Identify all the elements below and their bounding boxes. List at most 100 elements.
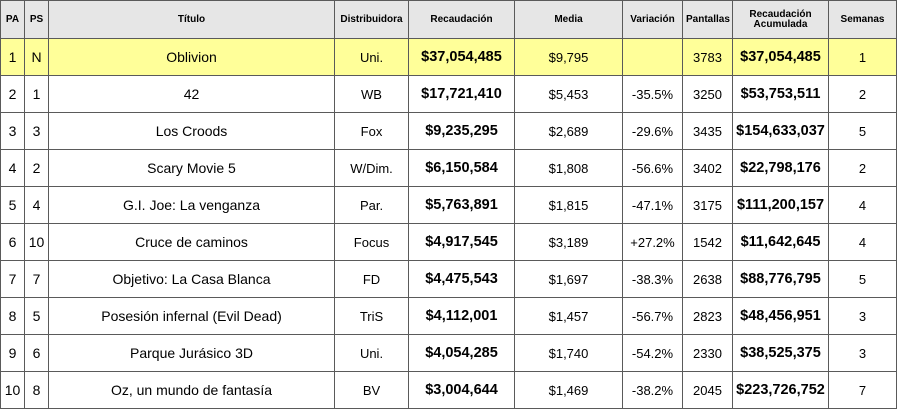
cell-screens: 3250 — [682, 75, 733, 113]
cell-ps: 8 — [24, 371, 49, 409]
cell-screens: 1542 — [682, 223, 733, 261]
cell-distributor: Fox — [334, 112, 409, 150]
cell-screens: 2330 — [682, 334, 733, 372]
cell-cumulative: $48,456,951 — [732, 297, 829, 335]
header-row: PA PS Título Distribuidora Recaudación M… — [0, 0, 897, 39]
cell-gross: $4,054,285 — [408, 334, 515, 372]
cell-weeks: 2 — [828, 149, 897, 187]
cell-distributor: W/Dim. — [334, 149, 409, 187]
cell-cumulative: $154,633,037 — [732, 112, 829, 150]
cell-title: Cruce de caminos — [48, 223, 335, 261]
cell-change: -56.7% — [622, 297, 683, 335]
header-distributor: Distribuidora — [334, 0, 409, 39]
cell-screens: 3175 — [682, 186, 733, 224]
cell-pa: 4 — [0, 149, 25, 187]
cell-average: $5,453 — [514, 75, 623, 113]
cell-distributor: Par. — [334, 186, 409, 224]
cell-pa: 10 — [0, 371, 25, 409]
cell-change: -29.6% — [622, 112, 683, 150]
cell-average: $9,795 — [514, 38, 623, 76]
cell-change: -38.2% — [622, 371, 683, 409]
cell-cumulative: $88,776,795 — [732, 260, 829, 298]
table-row: 8 5 Posesión infernal (Evil Dead) TriS $… — [0, 297, 897, 335]
header-screens: Pantallas — [682, 0, 733, 39]
cell-title: G.I. Joe: La venganza — [48, 186, 335, 224]
cell-ps: 2 — [24, 149, 49, 187]
cell-ps: 4 — [24, 186, 49, 224]
cell-cumulative: $111,200,157 — [732, 186, 829, 224]
cell-gross: $6,150,584 — [408, 149, 515, 187]
table-row: 5 4 G.I. Joe: La venganza Par. $5,763,89… — [0, 186, 897, 224]
cell-weeks: 3 — [828, 297, 897, 335]
header-title: Título — [48, 0, 335, 39]
cell-screens: 3435 — [682, 112, 733, 150]
cell-ps: 7 — [24, 260, 49, 298]
cell-average: $1,457 — [514, 297, 623, 335]
cell-gross: $17,721,410 — [408, 75, 515, 113]
cell-average: $1,697 — [514, 260, 623, 298]
cell-weeks: 5 — [828, 260, 897, 298]
cell-average: $3,189 — [514, 223, 623, 261]
cell-change: -35.5% — [622, 75, 683, 113]
cell-screens: 3783 — [682, 38, 733, 76]
cell-change: -54.2% — [622, 334, 683, 372]
cell-pa: 8 — [0, 297, 25, 335]
cell-title: Los Croods — [48, 112, 335, 150]
cell-title: Parque Jurásico 3D — [48, 334, 335, 372]
cell-ps: 1 — [24, 75, 49, 113]
cell-distributor: Uni. — [334, 334, 409, 372]
cell-weeks: 4 — [828, 223, 897, 261]
cell-gross: $9,235,295 — [408, 112, 515, 150]
header-cumulative: Recaudación Acumulada — [732, 0, 829, 39]
cell-weeks: 1 — [828, 38, 897, 76]
cell-distributor: TriS — [334, 297, 409, 335]
cell-distributor: BV — [334, 371, 409, 409]
cell-pa: 5 — [0, 186, 25, 224]
cell-ps: 5 — [24, 297, 49, 335]
cell-ps: 10 — [24, 223, 49, 261]
cell-title: Oz, un mundo de fantasía — [48, 371, 335, 409]
cell-weeks: 5 — [828, 112, 897, 150]
cell-weeks: 7 — [828, 371, 897, 409]
cell-ps: N — [24, 38, 49, 76]
cell-cumulative: $37,054,485 — [732, 38, 829, 76]
cell-gross: $4,475,543 — [408, 260, 515, 298]
table-row: 1 N Oblivion Uni. $37,054,485 $9,795 378… — [0, 38, 897, 76]
cell-average: $1,740 — [514, 334, 623, 372]
table-row: 7 7 Objetivo: La Casa Blanca FD $4,475,5… — [0, 260, 897, 298]
cell-gross: $4,917,545 — [408, 223, 515, 261]
header-ps: PS — [24, 0, 49, 39]
cell-screens: 2638 — [682, 260, 733, 298]
cell-weeks: 3 — [828, 334, 897, 372]
cell-change: -38.3% — [622, 260, 683, 298]
cell-pa: 6 — [0, 223, 25, 261]
header-cumulative-line1: Recaudación — [749, 8, 812, 20]
cell-gross: $37,054,485 — [408, 38, 515, 76]
table-row: 4 2 Scary Movie 5 W/Dim. $6,150,584 $1,8… — [0, 149, 897, 187]
cell-average: $1,815 — [514, 186, 623, 224]
table-row: 6 10 Cruce de caminos Focus $4,917,545 $… — [0, 223, 897, 261]
cell-gross: $4,112,001 — [408, 297, 515, 335]
cell-cumulative: $223,726,752 — [732, 371, 829, 409]
cell-screens: 2045 — [682, 371, 733, 409]
cell-weeks: 4 — [828, 186, 897, 224]
cell-ps: 6 — [24, 334, 49, 372]
cell-screens: 3402 — [682, 149, 733, 187]
header-pa: PA — [0, 0, 25, 39]
header-gross: Recaudación — [408, 0, 515, 39]
cell-average: $1,469 — [514, 371, 623, 409]
cell-distributor: Uni. — [334, 38, 409, 76]
cell-average: $2,689 — [514, 112, 623, 150]
cell-cumulative: $11,642,645 — [732, 223, 829, 261]
header-change: Variación — [622, 0, 683, 39]
cell-cumulative: $38,525,375 — [732, 334, 829, 372]
cell-change: -56.6% — [622, 149, 683, 187]
cell-gross: $3,004,644 — [408, 371, 515, 409]
cell-title: 42 — [48, 75, 335, 113]
cell-screens: 2823 — [682, 297, 733, 335]
header-cumulative-line2: Acumulada — [753, 18, 808, 30]
table-row: 10 8 Oz, un mundo de fantasía BV $3,004,… — [0, 371, 897, 409]
cell-cumulative: $22,798,176 — [732, 149, 829, 187]
cell-weeks: 2 — [828, 75, 897, 113]
